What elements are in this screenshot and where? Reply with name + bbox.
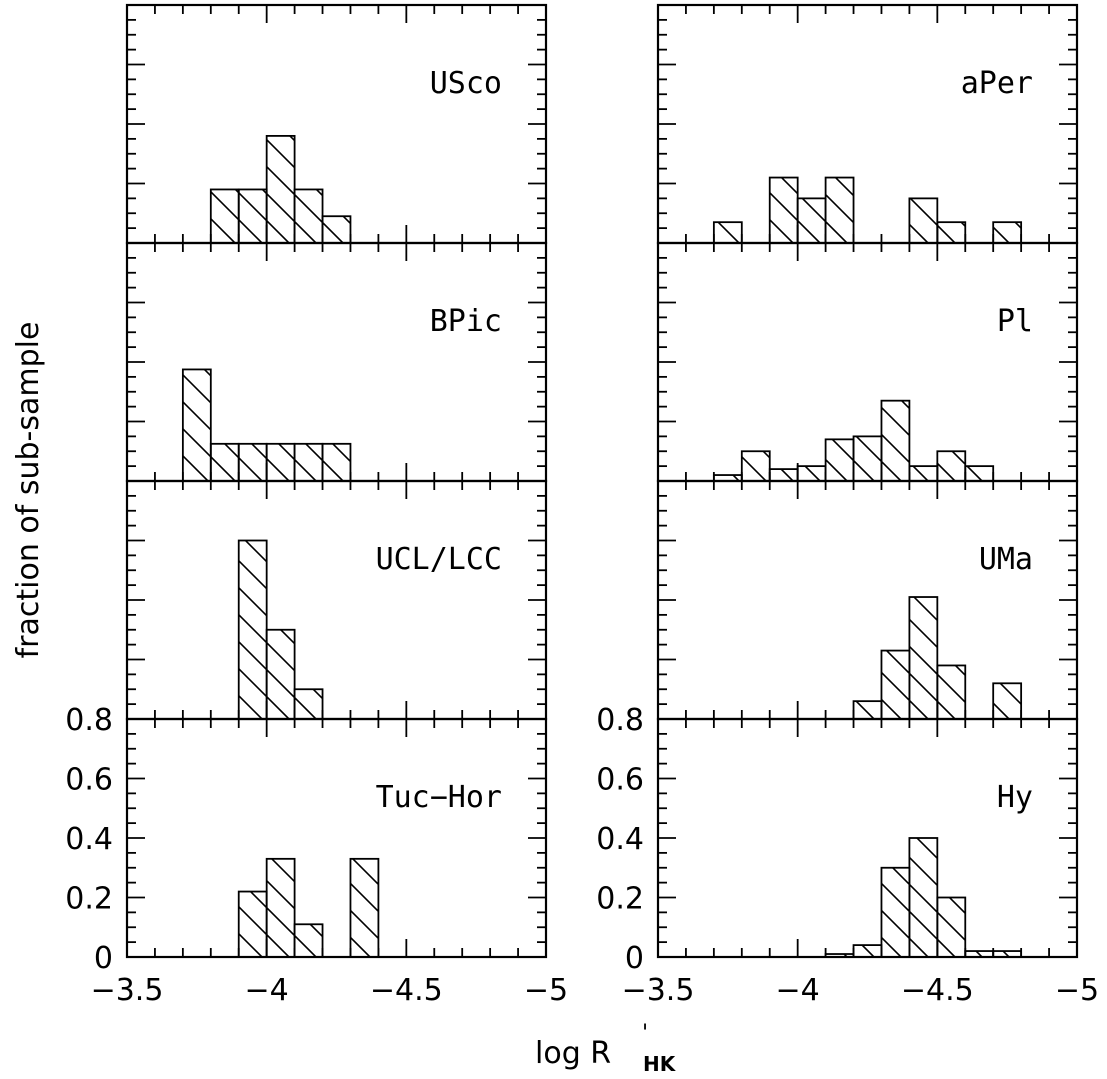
x-tick-label: −3.5	[622, 973, 695, 1008]
x-tick-label: −4.5	[901, 973, 974, 1008]
panel-pl: Pl	[656, 241, 1079, 483]
x-axis-label-super: '	[642, 1021, 648, 1046]
histogram-bar	[908, 465, 939, 482]
histogram-bar	[796, 197, 827, 244]
histogram-bar	[293, 442, 324, 482]
panel-ticks	[657, 4, 1078, 244]
y-axis-label: fraction of sub-sample	[11, 322, 46, 659]
panel-title: aPer	[961, 66, 1033, 101]
panel-hy: Hy 0 0.2 0.4 0.6 0.8 −3.5 −4 −4.5 −5	[596, 703, 1099, 1008]
panel-frame	[656, 241, 1079, 483]
panel-title: Hy	[997, 780, 1033, 815]
panel-ticks	[657, 242, 1078, 482]
y-tick-label: 0.8	[596, 703, 644, 738]
panel-frame	[125, 717, 548, 959]
bar-hatching	[238, 858, 379, 958]
panel-ucl-lcc: UCL/LCC	[125, 479, 548, 721]
histogram-bar	[824, 176, 855, 244]
panel-title: BPic	[430, 304, 502, 339]
bar-hatching	[713, 177, 1022, 244]
panel-uma: UMa	[656, 479, 1079, 721]
panel-frame	[656, 3, 1079, 245]
panel-aper: aPer	[656, 3, 1079, 245]
panel-title: USco	[430, 66, 502, 101]
histogram-bar	[992, 682, 1023, 720]
panel-ticks	[126, 4, 547, 244]
x-tick-label: −4	[245, 973, 289, 1008]
x-axis-label-sub: HK	[643, 1052, 677, 1076]
y-tick-label: 0.6	[65, 763, 113, 798]
panel-title: UCL/LCC	[376, 542, 502, 577]
panel-frame	[125, 241, 548, 483]
panel-tuc-hor: Tuc−Hor 0 0.2 0.4 0.6 0.8 −3.5 −4 −4.5 −5	[65, 703, 568, 1008]
y-tick-label: 0.2	[65, 882, 113, 917]
panel-title: UMa	[979, 542, 1033, 577]
histogram-bar	[992, 221, 1023, 244]
y-tick-label: 0.8	[65, 703, 113, 738]
y-tick-label: 0	[625, 941, 644, 976]
bar-hatching	[210, 135, 351, 244]
y-tick-label: 0.4	[65, 822, 113, 857]
panel-title: Tuc−Hor	[376, 780, 502, 815]
panel-title: Pl	[997, 304, 1033, 339]
panel-ticks	[657, 480, 1078, 720]
panel-frame	[656, 717, 1079, 959]
x-axis-label: log R ' HK	[535, 1021, 677, 1076]
x-tick-label: −4	[776, 973, 820, 1008]
x-tick-label: −5	[524, 973, 568, 1008]
panel-usco: USco	[125, 3, 548, 245]
bar-hatching	[825, 838, 1022, 958]
panels-group: USco BPic UCL/LCC Tuc−Hor 0 0.2 0.4 0.6 0.8 −3.5 −…	[65, 3, 1099, 1008]
x-axis-label-main: log R	[535, 1036, 611, 1071]
bar-hatching	[713, 400, 994, 482]
panel-ticks	[126, 718, 547, 958]
histogram-bar	[740, 450, 771, 482]
histogram-bar	[880, 649, 911, 720]
bar-hatching	[238, 540, 323, 719]
x-tick-label: −3.5	[91, 973, 164, 1008]
x-tick-label: −4.5	[370, 973, 443, 1008]
y-tick-label: 0.4	[596, 822, 644, 857]
y-tick-label: 0.6	[596, 763, 644, 798]
x-tick-label: −5	[1055, 973, 1099, 1008]
histogram-bar	[209, 442, 240, 482]
panel-frame	[125, 3, 548, 245]
panel-frame	[125, 479, 548, 721]
histogram-bar	[265, 857, 296, 958]
panel-ticks	[126, 480, 547, 720]
histogram-bar	[936, 664, 967, 720]
y-tick-label: 0	[94, 941, 113, 976]
panel-ticks	[657, 718, 1078, 958]
y-tick-label: 0.2	[596, 882, 644, 917]
panel-ticks	[126, 242, 547, 482]
